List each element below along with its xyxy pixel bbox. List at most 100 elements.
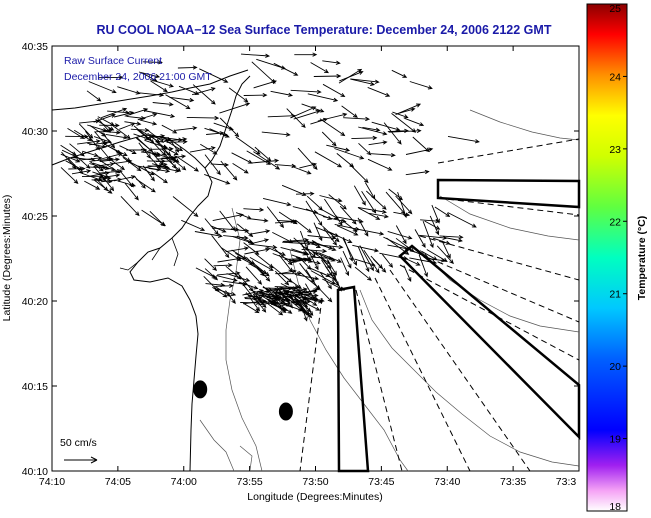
current-vector	[88, 171, 110, 177]
current-vector	[349, 164, 369, 184]
current-vector	[315, 226, 340, 238]
current-vector	[381, 254, 394, 268]
current-vector	[282, 241, 312, 246]
current-vector	[441, 240, 451, 259]
y-tick-label: 40:35	[22, 41, 48, 53]
current-vector	[395, 225, 407, 245]
current-vector	[341, 219, 358, 233]
current-vector	[113, 175, 136, 182]
current-vector	[124, 183, 139, 201]
current-vector	[353, 185, 366, 206]
current-vector	[206, 131, 225, 136]
current-vector	[354, 266, 372, 281]
current-vector	[169, 96, 195, 103]
current-vector	[138, 142, 152, 159]
current-vector	[79, 119, 101, 124]
current-vector	[326, 144, 351, 152]
current-vector	[301, 245, 320, 255]
current-vector	[306, 195, 324, 211]
current-vector	[254, 298, 267, 313]
current-vector	[436, 245, 454, 265]
y-axis-ticks: 40:10 40:15 40:20 40:25 40:30 40:35	[22, 41, 579, 478]
current-vector	[65, 134, 89, 139]
current-vector	[294, 273, 320, 281]
current-vector	[386, 237, 410, 255]
current-vector	[149, 79, 174, 88]
current-vector	[138, 71, 161, 79]
current-vector	[165, 157, 182, 172]
current-vector	[270, 90, 294, 97]
current-vector	[284, 303, 304, 312]
current-vector	[82, 150, 99, 158]
y-axis-label: Latitude (Degrees:Minutes)	[1, 195, 13, 322]
contour-5	[439, 195, 580, 241]
map-layer	[51, 69, 581, 473]
colorbar	[586, 3, 628, 512]
current-vector	[120, 195, 140, 217]
y-tick-label: 40:30	[22, 126, 48, 138]
buoy-2-marker	[278, 402, 293, 421]
current-vector	[199, 68, 229, 83]
current-vector	[86, 90, 102, 102]
x-axis-ticks: 74:10 74:05 74:00 73:55 73:50 73:45 73:40 73:35…	[39, 46, 580, 488]
current-vector	[97, 117, 111, 133]
current-vector	[204, 258, 218, 272]
current-vector	[367, 86, 391, 97]
current-vector	[222, 280, 248, 287]
current-vector	[434, 206, 451, 217]
current-vector	[328, 194, 347, 210]
current-vector	[161, 167, 181, 173]
current-vector	[136, 129, 155, 144]
current-vector	[357, 206, 387, 214]
colorbar-tick-label: 19	[609, 434, 621, 446]
scale-label: 50 cm/s	[60, 437, 97, 449]
current-vector	[85, 130, 100, 151]
colorbar-tick-label: 25	[609, 3, 621, 15]
dump-site-box-1	[436, 178, 581, 209]
current-vector	[256, 58, 286, 70]
current-vector	[365, 190, 387, 210]
current-vector	[213, 122, 234, 131]
y-tick-label: 40:20	[22, 296, 48, 308]
current-vector	[181, 219, 206, 232]
x-tick-label: 74:10	[39, 476, 65, 488]
current-vector	[84, 180, 101, 190]
current-vector	[236, 223, 254, 238]
current-vector	[150, 80, 168, 93]
current-vector	[151, 171, 168, 184]
x-tick-label: 73:55	[236, 476, 262, 488]
current-vector	[338, 68, 363, 84]
current-vector	[371, 121, 401, 132]
current-vector	[212, 213, 244, 222]
current-vector	[290, 89, 322, 95]
current-vector	[89, 125, 107, 137]
current-vector	[356, 228, 385, 236]
current-vector	[399, 255, 421, 266]
current-vector	[414, 229, 426, 248]
current-vector	[249, 218, 269, 223]
current-vector	[387, 230, 413, 240]
current-vector	[219, 210, 236, 232]
buoy-1-marker	[193, 380, 208, 399]
x-tick-label: 74:00	[171, 476, 197, 488]
current-vector	[424, 220, 441, 230]
current-vector	[138, 92, 165, 98]
current-vector	[358, 126, 388, 136]
current-vector	[313, 222, 323, 242]
contour-7	[199, 419, 253, 472]
x-tick-label: 73:3	[556, 476, 577, 488]
current-vector	[322, 225, 340, 243]
current-vector	[262, 197, 292, 207]
current-vector	[311, 243, 344, 250]
current-vector	[119, 170, 134, 188]
current-vector	[447, 212, 477, 228]
current-vector	[191, 87, 216, 96]
current-vector	[98, 75, 124, 80]
current-vector	[301, 297, 324, 304]
colorbar-tick-label: 20	[609, 361, 621, 373]
current-vector	[137, 165, 162, 172]
current-vector	[220, 160, 238, 181]
current-vector	[372, 258, 387, 273]
current-vector	[225, 246, 249, 253]
current-vector	[77, 139, 101, 145]
